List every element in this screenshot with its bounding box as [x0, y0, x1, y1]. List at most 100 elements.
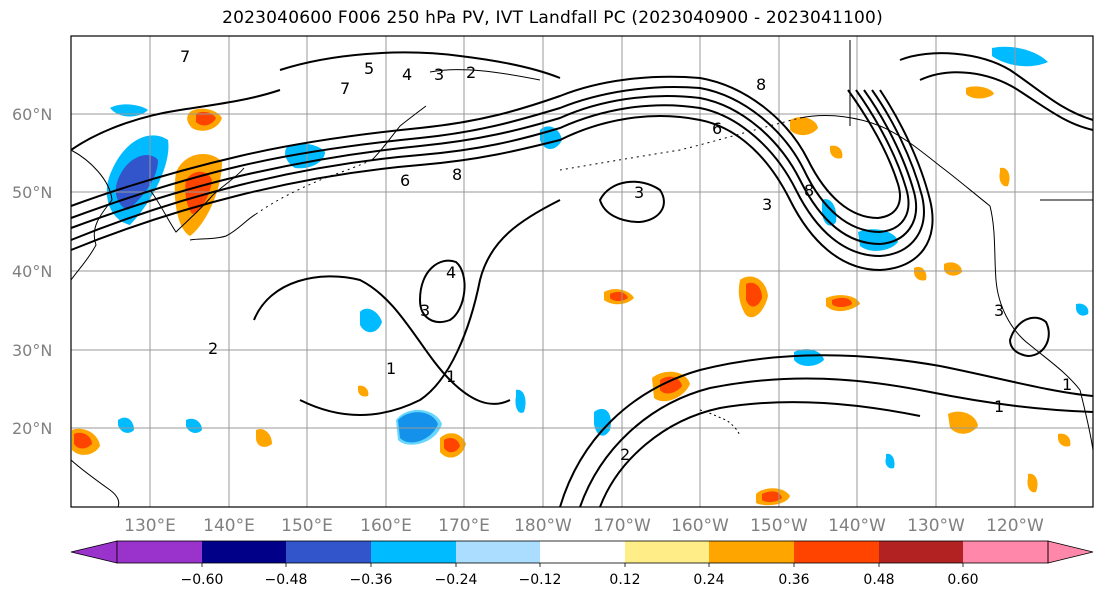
- colorbar-bin: [879, 541, 963, 563]
- lat-label: 30°N: [12, 341, 52, 360]
- neg-blob-midpac: [360, 308, 382, 333]
- colorbar-tick-label: 0.24: [693, 572, 724, 588]
- pos-blob-japan-core: [185, 171, 212, 214]
- colorbar-bin: [371, 541, 456, 563]
- lon-label: 150°W: [750, 516, 808, 536]
- coast-bc-us: [989, 205, 1081, 391]
- ctr-label: 3: [420, 301, 430, 320]
- lon-label: 160°W: [671, 516, 729, 536]
- contour-top: [279, 51, 561, 79]
- pos-blob-sw-core: [74, 432, 92, 449]
- colorbar: −0.60 −0.48 −0.36 −0.24 −0.12 0.12 0.24 …: [70, 540, 1094, 588]
- lon-label: 150°E: [281, 516, 333, 536]
- contour-low-1: [253, 275, 511, 405]
- colorbar-extend-right: [1047, 540, 1094, 564]
- colorbar-bin: [625, 541, 709, 563]
- colorbar-bin: [540, 541, 625, 563]
- pos-blob-subtrop-core: [660, 376, 682, 394]
- colorbar-tick-label: −0.36: [350, 572, 393, 588]
- lat-label: 20°N: [12, 419, 52, 438]
- colorbar-bin: [709, 541, 794, 563]
- neg-blob-hawaii-east: [794, 349, 824, 366]
- ctr-label: 3: [634, 183, 644, 202]
- colorbar-tick-label: 0.12: [609, 572, 640, 588]
- lon-label: 130°E: [124, 516, 176, 536]
- colorbar-tick-label: 0.60: [947, 572, 978, 588]
- lon-axis: 130°E 140°E 150°E 160°E 170°E 180°W 170°…: [124, 516, 1044, 536]
- ctr-label: 5: [364, 59, 374, 78]
- map-title: 2023040600 F006 250 hPa PV, IVT Landfall…: [222, 8, 883, 28]
- colorbar-bin: [202, 541, 286, 563]
- contour-jet-3: [70, 89, 918, 246]
- colorbar-tick-label: 0.36: [778, 572, 809, 588]
- neg-blob-kamchatka: [285, 143, 325, 169]
- pos-blob-sm8: [358, 385, 369, 397]
- ctr-label: 3: [762, 195, 772, 214]
- pc-shading: [72, 46, 1089, 506]
- contour-jet-4: [70, 85, 910, 234]
- ctr-label: 6: [400, 171, 410, 190]
- ctr-label: 4: [402, 65, 412, 84]
- contour-loop-170w: [598, 180, 665, 224]
- contour-loop-170e: [418, 259, 466, 323]
- colorbar-ticks: [201, 563, 964, 567]
- plot-frame: [70, 35, 1094, 508]
- lon-label: 140°W: [828, 516, 886, 536]
- pos-blob-sm1: [256, 428, 272, 447]
- neg-blob-sw3: [594, 408, 611, 436]
- ctr-label: 6: [712, 119, 722, 138]
- neg-blob-sw6: [1076, 303, 1089, 316]
- pos-blob-sm6: [1058, 433, 1071, 447]
- pos-blob-bc: [966, 86, 994, 99]
- colorbar-tick-label: −0.24: [435, 572, 478, 588]
- ctr-label: 3: [994, 301, 1004, 320]
- contour-subtrop-2: [579, 377, 1094, 508]
- contour-jet-1: [70, 89, 934, 272]
- ctr-label: 8: [452, 165, 462, 184]
- lon-label: 140°E: [203, 516, 255, 536]
- ctr-label: 7: [340, 79, 350, 98]
- colorbar-outline: [116, 540, 1049, 564]
- contour-labels: 7 5 4 3 2 7 6 8 3 4 3 8 6 3 8 1 1 2 2 1 …: [180, 47, 1072, 464]
- pos-blob-goa: [790, 117, 818, 136]
- neg-blob-small1: [110, 104, 148, 117]
- contour-subtrop-3: [599, 401, 921, 508]
- ctr-label: 1: [1062, 375, 1072, 394]
- pos-blob-sm5: [914, 266, 927, 281]
- coast-asia-south: [70, 459, 120, 508]
- coast-alaska: [799, 115, 991, 207]
- colorbar-extend-left: [70, 540, 118, 564]
- pos-blob-bottom-core: [762, 491, 782, 503]
- pos-blob-south1-core: [444, 438, 460, 453]
- lat-label: 60°N: [12, 105, 52, 124]
- neg-blob-sw4: [515, 389, 526, 413]
- ctr-label: 2: [208, 339, 218, 358]
- colorbar-bin: [963, 541, 1048, 563]
- contour-ca-loop: [1008, 316, 1050, 358]
- lat-axis: 60°N 50°N 40°N 30°N 20°N: [12, 105, 52, 438]
- lat-label: 50°N: [12, 183, 52, 202]
- colorbar-bin: [456, 541, 540, 563]
- ctr-label: 3: [434, 65, 444, 84]
- contour-jet-5: [70, 75, 901, 220]
- neg-blob-goa-hatched: [858, 229, 898, 251]
- contour-ne-1: [899, 52, 1094, 121]
- pv-contours: [70, 51, 1094, 508]
- contour-jet-2: [70, 89, 925, 258]
- ctr-label: 8: [756, 75, 766, 94]
- ctr-label: 2: [620, 445, 630, 464]
- colorbar-bin: [117, 541, 202, 563]
- coast-kurils: [255, 159, 373, 215]
- ctr-label: 4: [446, 263, 456, 282]
- neg-blob-sw5: [885, 453, 895, 469]
- colorbar-tick-label: −0.48: [265, 572, 308, 588]
- pos-blob-mid2-core: [746, 282, 762, 307]
- lon-label: 160°E: [360, 516, 412, 536]
- neg-blob-japan-core: [115, 155, 158, 210]
- coast-korea-japan: [149, 167, 245, 233]
- neg-blob-sw2: [186, 418, 202, 433]
- ctr-label: 1: [994, 397, 1004, 416]
- ctr-label: 2: [466, 63, 476, 82]
- ctr-label: 7: [180, 47, 190, 66]
